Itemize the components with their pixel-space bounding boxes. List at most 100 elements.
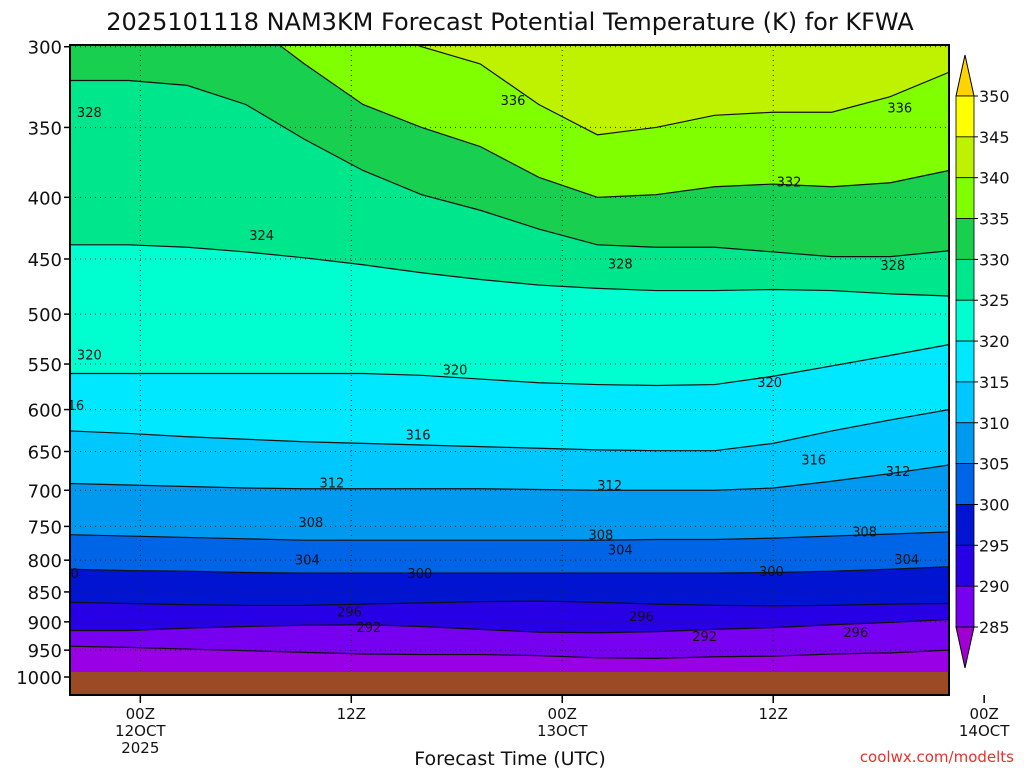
y-tick-label-900: 900 <box>28 613 62 634</box>
colorbar-swatch-315 <box>955 381 975 424</box>
colorbar-swatch-305 <box>955 463 975 505</box>
y-tick-label-700: 700 <box>28 481 62 502</box>
x-tick-label-24-1: 00Z <box>548 705 577 723</box>
y-tick-label-800: 800 <box>28 551 62 572</box>
contour-label-292: 292 <box>356 621 381 636</box>
x-tick-label-48-2: 14OCT <box>959 722 1010 740</box>
colorbar-label-350: 350 <box>979 87 1010 106</box>
colorbar-swatch-310 <box>955 422 975 465</box>
colorbar-swatch-290 <box>955 585 975 628</box>
colorbar-swatch-320 <box>955 340 975 383</box>
x-tick-label-12-1: 12Z <box>337 705 366 723</box>
y-tick-label-400: 400 <box>28 188 62 209</box>
y-tick-label-300: 300 <box>28 38 62 59</box>
contour-label-312: 312 <box>320 477 345 492</box>
contour-label-320: 320 <box>757 376 782 391</box>
plot-area: 3443483443403363363283323243283283203203… <box>54 45 949 695</box>
colorbar-swatch-345 <box>955 136 975 179</box>
colorbar-label-290: 290 <box>979 577 1010 596</box>
isentrope-316 <box>70 408 949 452</box>
colorbar-label-345: 345 <box>979 128 1010 147</box>
contour-label-304: 304 <box>295 554 320 569</box>
y-axis: 2503003504004505005506006507007508008509… <box>16 38 70 689</box>
contour-label-308: 308 <box>298 516 323 531</box>
colorbar-label-305: 305 <box>979 455 1010 474</box>
contour-label-308: 308 <box>852 525 877 540</box>
contour-label-296: 296 <box>337 605 362 620</box>
x-tick-label-24-2: 13OCT <box>537 722 588 740</box>
contour-label-304: 304 <box>894 553 919 568</box>
y-tick-label-500: 500 <box>28 305 62 326</box>
contour-label-316: 316 <box>406 428 431 443</box>
contour-label-328: 328 <box>77 106 102 121</box>
y-tick-label-650: 650 <box>28 442 62 463</box>
isentrope-308 <box>70 531 949 541</box>
plot-frame <box>69 44 950 696</box>
contour-label-296: 296 <box>843 626 868 641</box>
isentrope-292 <box>70 645 949 659</box>
contour-label-336: 336 <box>501 94 526 109</box>
colorbar-label-335: 335 <box>979 210 1010 229</box>
colorbar-label-285: 285 <box>979 618 1010 637</box>
contour-label-300: 300 <box>54 567 79 582</box>
isentrope-320 <box>70 344 949 387</box>
band-336 <box>70 45 949 135</box>
contour-label-324: 324 <box>249 229 274 244</box>
isentrope-324 <box>70 244 949 297</box>
contour-label-312: 312 <box>597 479 622 494</box>
y-tick-label-550: 550 <box>28 355 62 376</box>
contour-label-308: 308 <box>589 529 614 544</box>
contour-label-320: 320 <box>443 364 468 379</box>
colorbar-swatch-300 <box>955 504 975 546</box>
y-tick-label-850: 850 <box>28 583 62 604</box>
y-tick-label-950: 950 <box>28 641 62 662</box>
colorbar-label-300: 300 <box>979 495 1010 514</box>
isentrope-300 <box>70 600 949 607</box>
colorbar-swatch-335 <box>955 218 975 260</box>
contour-label-332: 332 <box>777 175 802 190</box>
contour-label-312: 312 <box>886 465 911 480</box>
colorbar-top-arrow <box>955 54 975 97</box>
y-tick-label-750: 750 <box>28 517 62 538</box>
colorbar-label-315: 315 <box>979 373 1010 392</box>
colorbar-swatch-350 <box>955 95 975 138</box>
isentrope-312 <box>70 464 949 491</box>
contour-label-316: 316 <box>59 399 84 414</box>
grid-lines <box>70 45 949 695</box>
chart-title: 2025101118 NAM3KM Forecast Potential Tem… <box>106 8 914 36</box>
contour-label-316: 316 <box>801 453 826 468</box>
contour-label-304: 304 <box>608 544 633 559</box>
contour-label-328: 328 <box>880 259 905 274</box>
colorbar-label-325: 325 <box>979 291 1010 310</box>
colorbar-label-340: 340 <box>979 169 1010 188</box>
colorbar-legend: 350 345 340 335 330 325 320 315 310 305 300 295 290 2… <box>955 54 1010 669</box>
x-tick-label-0-1: 00Z <box>126 705 155 723</box>
contour-label-328: 328 <box>608 258 633 273</box>
colorbar-label-320: 320 <box>979 332 1010 351</box>
isentrope-332 <box>278 45 949 198</box>
isentrope-336 <box>415 45 949 136</box>
isentrope-296 <box>70 618 949 634</box>
contour-label-320: 320 <box>77 348 102 363</box>
color-bands <box>70 45 949 695</box>
colorbar-bottom-arrow <box>955 626 975 669</box>
contour-label-336: 336 <box>887 102 912 117</box>
colorbar-swatch-295 <box>955 544 975 587</box>
credit-text: coolwx.com/modelts <box>860 748 1014 766</box>
y-tick-label-350: 350 <box>28 118 62 139</box>
contour-label-300: 300 <box>759 565 784 580</box>
y-tick-label-600: 600 <box>28 401 62 422</box>
colorbar-swatch-340 <box>955 177 975 219</box>
contour-label-292: 292 <box>692 630 717 645</box>
colorbar-swatch-325 <box>955 299 975 342</box>
y-tick-label-450: 450 <box>28 250 62 271</box>
colorbar-label-310: 310 <box>979 414 1010 433</box>
colorbar-swatch-330 <box>955 258 975 301</box>
contour-labels: 3443483443403363363283323243283283203203… <box>54 94 919 645</box>
x-axis-label: Forecast Time (UTC) <box>414 748 605 768</box>
contour-label-300: 300 <box>407 567 432 582</box>
x-tick-label-48-1: 00Z <box>969 705 998 723</box>
y-tick-label-1000: 1000 <box>16 668 62 689</box>
ground-surface <box>70 672 949 695</box>
